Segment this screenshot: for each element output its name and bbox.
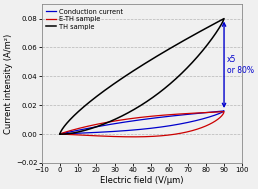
Conduction current [103,131,107,133]
TH sample [137,105,140,108]
E-TH sample [137,136,140,138]
E-TH sample [58,133,61,135]
TH sample [187,65,190,67]
TH sample [222,17,225,20]
Conduction current [137,128,140,131]
E-TH sample [58,133,61,135]
Line: TH sample: TH sample [60,19,224,134]
TH sample [58,133,61,135]
E-TH sample [103,135,106,137]
E-TH sample [132,136,135,138]
E-TH sample [222,111,225,113]
Conduction current [196,119,199,121]
E-TH sample [177,132,180,135]
Y-axis label: Current intensity (A/m²): Current intensity (A/m²) [4,33,13,134]
X-axis label: Electric field (V/μm): Electric field (V/μm) [100,176,184,185]
Line: Conduction current: Conduction current [60,111,224,134]
Conduction current [177,123,180,125]
E-TH sample [196,128,199,130]
TH sample [177,75,180,77]
TH sample [78,109,82,111]
E-TH sample [78,127,82,129]
Conduction current [58,133,61,135]
TH sample [103,122,107,125]
Conduction current [187,121,190,123]
E-TH sample [187,130,190,133]
TH sample [60,133,63,135]
Text: x5
or 80%: x5 or 80% [227,55,254,75]
Conduction current [78,129,82,131]
Line: E-TH sample: E-TH sample [60,112,224,137]
Conduction current [58,133,61,135]
TH sample [58,133,61,135]
Legend: Conduction current, E-TH sample, TH sample: Conduction current, E-TH sample, TH samp… [45,8,124,31]
Conduction current [222,110,225,112]
TH sample [196,56,199,58]
